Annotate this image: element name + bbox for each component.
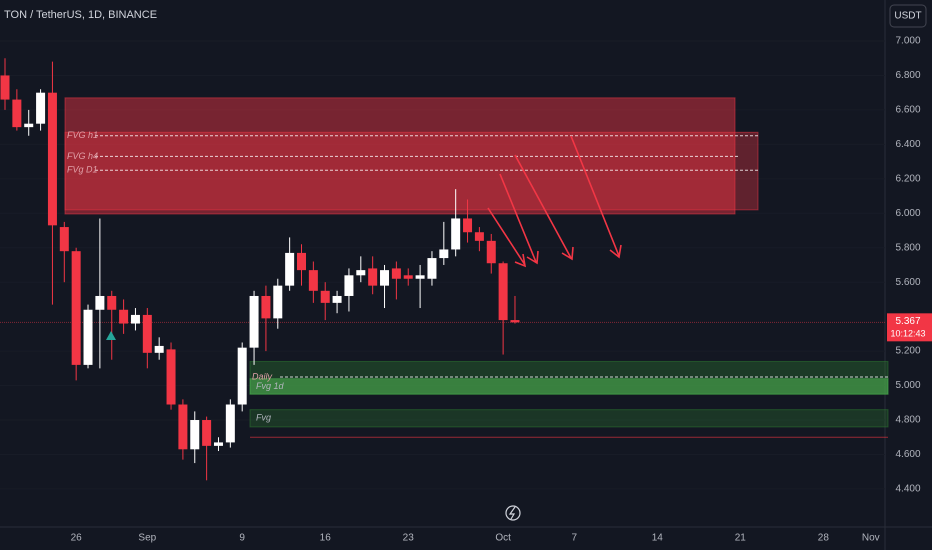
candle-body [213, 442, 223, 446]
price-badge [887, 313, 932, 342]
candle-body [237, 347, 247, 405]
x-tick-label: 16 [320, 533, 332, 544]
icon-ring [505, 505, 521, 521]
y-tick-label: 6.600 [895, 105, 920, 116]
y-tick-label: 6.800 [895, 70, 920, 81]
arrow [487, 207, 527, 268]
candle-body [0, 75, 10, 100]
candle-body [403, 275, 413, 279]
y-tick-label: 5.200 [895, 346, 920, 357]
arrow [570, 135, 622, 259]
y-tick-label: 6.200 [895, 173, 920, 184]
candle-body [463, 218, 473, 233]
zone-label: Fvg [256, 413, 271, 423]
candle-body [380, 270, 390, 286]
candle-body [190, 420, 200, 450]
countdown: 10:12:43 [890, 329, 925, 339]
buy-signal [106, 331, 116, 340]
x-tick-label: 23 [403, 533, 415, 544]
candle-body [510, 320, 520, 323]
x-tick-label: 28 [818, 533, 830, 544]
y-tick-label: 6.000 [895, 208, 920, 219]
candle-body [95, 295, 105, 310]
candle-body [368, 268, 378, 286]
candle-body [273, 285, 283, 319]
axis: 4.400 4.600 4.800 5.000 5.200 5.600 5.800 6.000… [71, 36, 932, 544]
candle-body [107, 295, 117, 310]
x-tick-label: 26 [71, 533, 83, 544]
x-tick-label: 21 [735, 533, 747, 544]
y-tick-label: 5.600 [895, 277, 920, 288]
icon-bolt [508, 506, 516, 520]
candle-body [451, 218, 461, 250]
candle-body [308, 270, 318, 291]
level-label: FVG h1 [67, 130, 98, 140]
candle-body [166, 349, 176, 405]
x-tick-label: Oct [495, 533, 511, 544]
x-tick-label: Sep [138, 533, 156, 544]
chart-title: TON / TetherUS, 1D, BINANCE [4, 9, 157, 21]
candle-body [297, 252, 306, 271]
candle-body [439, 249, 449, 259]
y-tick-label: 5.000 [895, 380, 920, 391]
candle-body [142, 314, 152, 353]
x-tick-label: 7 [571, 533, 577, 544]
candle-body [83, 309, 93, 365]
candles [0, 58, 520, 481]
candle-body [36, 92, 46, 124]
candle-body [415, 275, 425, 279]
zone [249, 378, 889, 395]
level-label: FVG h4 [67, 151, 98, 161]
zone [64, 97, 736, 215]
candle-body [12, 99, 22, 128]
y-tick-label: 6.400 [895, 139, 920, 150]
x-tick-label: Nov [862, 533, 880, 544]
currency-badge[interactable] [889, 4, 927, 28]
arrow [514, 154, 574, 261]
replay-icon[interactable] [505, 505, 521, 521]
candle-body [71, 251, 81, 365]
candle-body [261, 295, 271, 319]
candle-body [474, 232, 484, 241]
y-tick-label: 4.400 [895, 484, 920, 495]
candle-body [59, 227, 69, 252]
candle-body [427, 258, 437, 279]
candle-body [225, 404, 235, 443]
zones: Fvg 1d Fvg FVG h1 FVG h4 FVg D1 Daily [0, 97, 889, 438]
zone-label: Fvg 1d [256, 381, 285, 391]
candle-body [154, 345, 164, 353]
candle-body [356, 270, 366, 276]
candle-body [47, 92, 57, 226]
candle-body [498, 263, 508, 321]
candle-body [486, 240, 496, 264]
currency: USDT [894, 11, 921, 22]
zone [64, 131, 759, 211]
candle-body [130, 314, 140, 324]
candle-body [178, 404, 188, 450]
candle-body [119, 309, 129, 324]
y-tick-label: 7.000 [895, 36, 920, 47]
candle-body [285, 252, 295, 286]
candle-body [332, 295, 342, 303]
arrow [499, 173, 539, 265]
candle-body [202, 420, 212, 446]
arrows [487, 135, 622, 268]
y-tick-label: 5.800 [895, 242, 920, 253]
candle-body [320, 290, 330, 303]
x-tick-label: 14 [652, 533, 664, 544]
candle-body [24, 123, 34, 128]
candle-body [391, 268, 401, 279]
level-label: FVg D1 [67, 165, 98, 175]
x-tick-label: 9 [239, 533, 245, 544]
y-tick-label: 4.600 [895, 449, 920, 460]
candle-body [344, 275, 354, 296]
y-tick-label: 4.800 [895, 415, 920, 426]
last-price: 5.367 [895, 316, 920, 327]
level-label: Daily [252, 371, 273, 381]
zone [249, 409, 889, 428]
candle-body [249, 295, 259, 348]
